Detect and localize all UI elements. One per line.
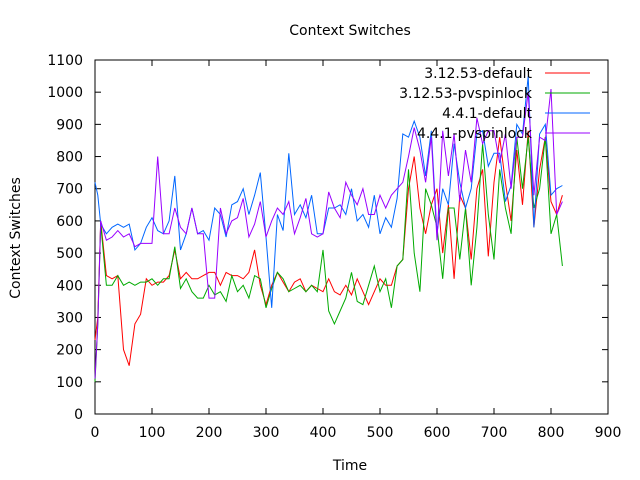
x-tick-label: 700	[481, 425, 508, 441]
y-tick-label: 1100	[47, 53, 83, 69]
y-axis-label: Context Switches	[8, 177, 24, 299]
chart-title: Context Switches	[289, 23, 411, 39]
x-axis-label: Time	[332, 458, 367, 474]
series-line-3-12-53-pvspinlock	[94, 137, 563, 382]
y-tick-label: 1000	[47, 85, 83, 101]
x-tick-label: 600	[424, 425, 451, 441]
x-tick-label: 400	[310, 425, 337, 441]
x-tick-label: 0	[91, 425, 100, 441]
legend-label-3-12-53-pvspinlock: 3.12.53-pvspinlock	[399, 86, 533, 102]
y-tick-label: 300	[56, 310, 83, 326]
x-tick-label: 100	[139, 425, 166, 441]
y-tick-label: 700	[56, 182, 83, 198]
plot-frame	[94, 59, 609, 415]
y-tick-label: 600	[56, 214, 83, 230]
y-tick-label: 200	[56, 343, 83, 359]
x-tick-label: 900	[595, 425, 622, 441]
legend-label-3-12-53-default: 3.12.53-default	[424, 66, 532, 82]
y-tick-label: 0	[74, 407, 83, 423]
x-tick-label: 200	[196, 425, 223, 441]
legend-label-4-4-1-default: 4.4.1-default	[442, 106, 532, 122]
legend: 3.12.53-default 3.12.53-pvspinlock 4.4.1-d…	[399, 66, 590, 142]
y-tick-label: 100	[56, 375, 83, 391]
series-line-4-4-1-pvspinlock	[94, 88, 563, 379]
series-line-4-4-1-default	[94, 76, 563, 308]
plot-border	[94, 59, 609, 415]
x-tick-label: 500	[367, 425, 394, 441]
y-tick-label: 500	[56, 246, 83, 262]
x-tick-label: 800	[538, 425, 565, 441]
axis-ticks: 0 100 200 300 400 500 600 700 800 900 0 100 200 300 40…	[47, 53, 621, 441]
x-tick-label: 300	[253, 425, 280, 441]
series-lines	[94, 76, 563, 382]
y-tick-label: 400	[56, 278, 83, 294]
y-tick-label: 900	[56, 117, 83, 133]
y-tick-label: 800	[56, 150, 83, 166]
legend-label-4-4-1-pvspinlock: 4.4.1-pvspinlock	[417, 126, 533, 142]
